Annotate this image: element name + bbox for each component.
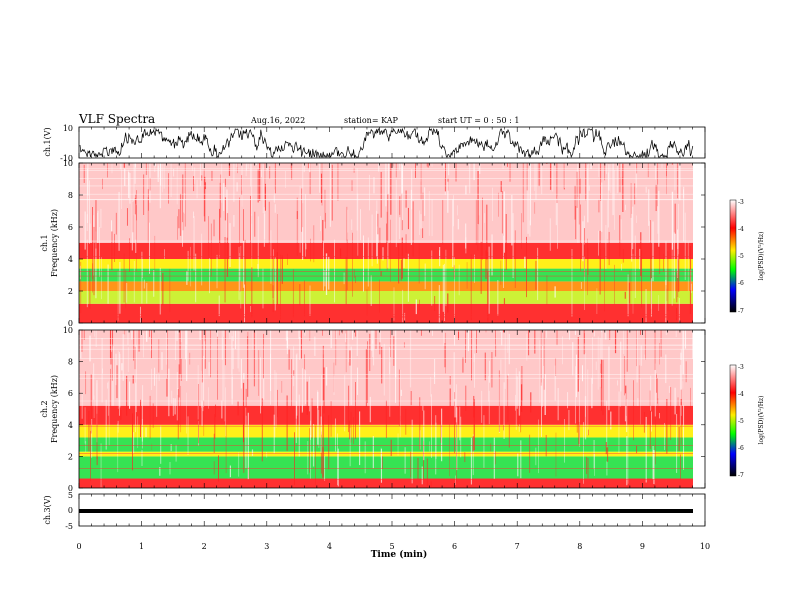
ch1-cb-tick-m4: -4 [738, 226, 744, 233]
time-axis-tick-label: 0 [76, 542, 81, 551]
ch2-colorbar: -3 -4 -5 -6 -7 log(PSD)(V²/Hz) [729, 364, 765, 479]
spectrogram-band [79, 243, 693, 259]
ch1-spectrogram-image [79, 163, 705, 323]
time-axis-tick-label: 10 [700, 542, 710, 551]
spectrogram-band [79, 281, 693, 291]
ch2-cb-tick-m7: -7 [738, 472, 744, 479]
ch2-cb-tick-m6: -6 [738, 445, 744, 452]
spectrogram-ytick-label: 8 [68, 191, 73, 200]
ch1-waveform-panel: ch.1(V) 10 -10 [43, 124, 706, 163]
time-axis-tick-label: 1 [139, 542, 144, 551]
figure-title: VLF Spectra [78, 112, 155, 126]
station-label: station= KAP [344, 116, 399, 125]
spectrogram-band [79, 478, 693, 488]
ch1-spec-ylabel-line2: Frequency (kHz) [50, 209, 59, 277]
ch1-cb-tick-m7: -7 [738, 308, 744, 315]
ch2-cb-label: log(PSD)(V²/Hz) [758, 396, 765, 445]
ch2-spectrogram-image [79, 330, 705, 488]
ch3-wave-ylabel: ch.3(V) [43, 495, 52, 524]
time-axis-tick-label: 3 [264, 542, 269, 551]
spectrogram-band [79, 291, 693, 304]
spectrogram-ytick-label: 6 [68, 223, 73, 232]
date-label: Aug.16, 2022 [250, 116, 305, 125]
spectrogram-band [79, 456, 693, 479]
time-axis: 0 1 2 3 4 5 6 7 8 9 10 [76, 127, 710, 551]
time-axis-tick-label: 8 [577, 542, 582, 551]
spectrogram-ytick-label: 10 [63, 326, 73, 335]
time-axis-tick-label: 4 [327, 542, 332, 551]
time-axis-tick-label: 5 [389, 542, 394, 551]
ch3-ytick-0: 0 [68, 506, 73, 515]
ch2-spec-ylabel-line1: ch.2 [40, 400, 49, 417]
ch1-cb-tick-m3: -3 [738, 199, 744, 206]
spectrogram-band [79, 437, 693, 452]
time-axis-tick-label: 2 [202, 542, 207, 551]
ch2-cb-tick-m4: -4 [738, 391, 744, 398]
ch1-waveform-line [79, 127, 694, 159]
spectrogram-ytick-label: 0 [68, 319, 73, 328]
spectrogram-ytick-label: 4 [68, 255, 73, 264]
spectrogram-ytick-label: 2 [68, 452, 73, 461]
ch3-waveform-line [79, 509, 693, 513]
spectrogram-band [79, 259, 693, 269]
spectrogram-ytick-label: 0 [68, 484, 73, 493]
ch3-ytick-5: 5 [68, 491, 73, 500]
ch2-spec-ylabel-line2: Frequency (kHz) [50, 375, 59, 443]
spectrogram-band [79, 268, 693, 282]
time-axis-tick-label: 9 [640, 542, 645, 551]
time-axis-tick-label: 7 [515, 542, 520, 551]
ch2-cb-tick-m5: -5 [738, 418, 744, 425]
ch1-wave-ylabel: ch.1(V) [43, 127, 52, 156]
spectrogram-ytick-label: 4 [68, 421, 73, 430]
ch1-wave-ytick-top: 10 [63, 124, 73, 133]
time-axis-label: Time (min) [371, 549, 428, 560]
start-time-label: start UT = 0 : 50 : 1 [438, 116, 519, 125]
spectrogram-band [79, 451, 693, 457]
time-axis-tick-label: 6 [452, 542, 457, 551]
ch2-cb-tick-m3: -3 [738, 364, 744, 371]
ch1-cb-label: log(PSD)(V²/Hz) [758, 232, 765, 281]
ch1-spec-ylabel-line1: ch.1 [40, 234, 49, 251]
ch3-ytick-minus5: -5 [65, 522, 73, 531]
spectrogram-ytick-label: 8 [68, 358, 73, 367]
ch2-spectrogram-panel: ch.2 Frequency (kHz) 0 2 4 6 8 10 [40, 326, 706, 493]
spectrogram-ytick-label: 6 [68, 389, 73, 398]
ch1-wave-ytick-bottom: -10 [60, 154, 73, 163]
ch1-colorbar: -3 -4 -5 -6 -7 log(PSD)(V²/Hz) [729, 199, 765, 315]
spectrogram-ytick-label: 10 [63, 159, 73, 168]
ch1-cb-tick-m5: -5 [738, 253, 744, 260]
ch1-cb-tick-m6: -6 [738, 280, 744, 287]
spectrogram-ytick-label: 2 [68, 287, 73, 296]
ch3-waveform-panel: ch.3(V) 5 0 -5 [43, 491, 706, 531]
ch1-spectrogram-panel: ch.1 Frequency (kHz) 0 2 4 6 8 10 [40, 159, 706, 328]
spectrogram-band [79, 330, 693, 406]
spectrogram-band [79, 303, 693, 323]
